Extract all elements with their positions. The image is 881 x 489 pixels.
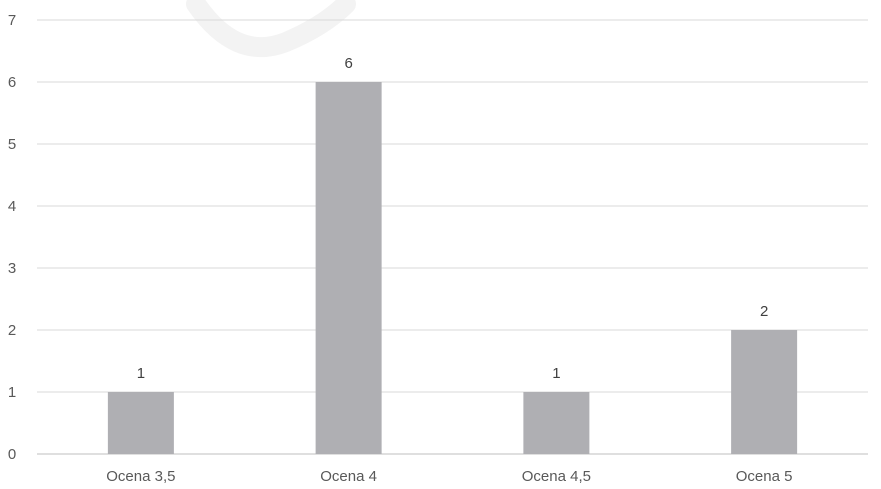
x-tick-label: Ocena 4,5 — [522, 468, 591, 485]
bar — [731, 330, 798, 454]
y-axis-ticks: 0 1 2 3 4 5 6 7 — [8, 12, 16, 463]
watermark-mark — [186, 0, 356, 58]
bar-value-label: 2 — [760, 303, 768, 320]
y-tick-label: 2 — [8, 322, 16, 339]
y-tick-label: 3 — [8, 260, 16, 277]
x-axis-ticks: Ocena 3,5 Ocena 4 Ocena 4,5 Ocena 5 — [106, 468, 792, 485]
bar — [315, 82, 382, 454]
y-tick-label: 7 — [8, 12, 16, 29]
bars — [107, 82, 798, 454]
gridlines — [37, 19, 868, 455]
y-tick-label: 5 — [8, 136, 16, 153]
bar-value-label: 1 — [137, 365, 145, 382]
bar — [107, 392, 174, 454]
x-tick-label: Ocena 5 — [736, 468, 793, 485]
bar-value-label: 1 — [552, 365, 560, 382]
y-tick-label: 0 — [8, 446, 16, 463]
bar-value-label: 6 — [344, 55, 352, 72]
x-tick-label: Ocena 4 — [320, 468, 377, 485]
y-tick-label: 6 — [8, 74, 16, 91]
y-tick-label: 1 — [8, 384, 16, 401]
x-tick-label: Ocena 3,5 — [106, 468, 175, 485]
y-tick-label: 4 — [8, 198, 16, 215]
bar — [523, 392, 590, 454]
